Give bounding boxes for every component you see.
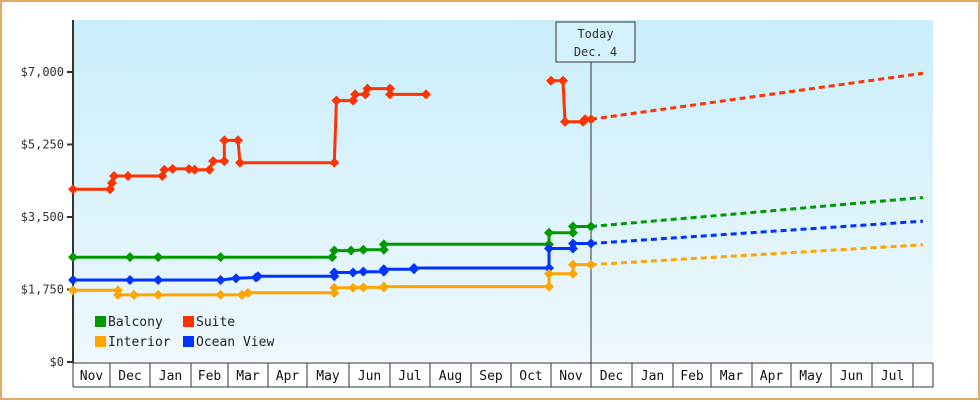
y-axis: $0 $1,750 $3,500 $5,250 $7,000 [21, 20, 74, 369]
x-month-label: Jun [840, 369, 863, 384]
x-axis: Nov Dec Jan Feb Mar Apr May Jun Jul Aug Sep Oct Nov D… [72, 362, 934, 388]
y-tick-label: $0 [50, 355, 64, 369]
legend-label: Balcony [108, 315, 163, 330]
x-month-label: Jul [398, 369, 421, 384]
legend-swatch [183, 316, 194, 327]
series-balcony [68, 196, 924, 263]
y-tick-label: $3,500 [21, 210, 64, 224]
legend: Balcony Suite Interior Ocean View [95, 315, 274, 350]
x-month-label: Mar [720, 369, 744, 384]
series-lines [68, 71, 924, 300]
today-marker: Today Dec. 4 [555, 21, 636, 363]
x-month-label: Jan [159, 369, 182, 384]
plot-area [73, 20, 933, 362]
series-interior [68, 243, 924, 300]
x-month-label: Jul [881, 369, 904, 384]
x-month-label: May [799, 369, 823, 384]
legend-label: Ocean View [196, 335, 274, 350]
legend-swatch [183, 336, 194, 347]
legend-label: Suite [196, 315, 235, 330]
x-month-label: Dec [600, 369, 623, 384]
x-month-label: Jan [641, 369, 664, 384]
legend-swatch [95, 336, 106, 347]
y-tick-label: $1,750 [21, 283, 64, 297]
series-ocean-view [68, 219, 924, 285]
today-date: Dec. 4 [574, 45, 617, 59]
x-month-label: Mar [236, 369, 260, 384]
x-month-label: Feb [680, 369, 704, 384]
x-month-label: Apr [760, 369, 784, 384]
legend-swatch [95, 316, 106, 327]
today-label: Today [577, 27, 613, 41]
y-tick-label: $5,250 [21, 138, 64, 152]
series-suite [68, 71, 924, 195]
x-month-label: Sep [479, 369, 503, 384]
legend-label: Interior [108, 335, 171, 350]
x-month-label: Oct [519, 369, 542, 384]
x-month-label: Feb [198, 369, 222, 384]
x-month-label: Nov [80, 369, 104, 384]
x-month-label: Apr [276, 369, 300, 384]
x-month-label: Nov [559, 369, 583, 384]
x-month-label: Jun [358, 369, 381, 384]
x-month-label: Dec [118, 369, 141, 384]
x-month-label: Aug [439, 369, 462, 384]
y-tick-label: $7,000 [21, 65, 64, 79]
x-month-label: May [316, 369, 340, 384]
